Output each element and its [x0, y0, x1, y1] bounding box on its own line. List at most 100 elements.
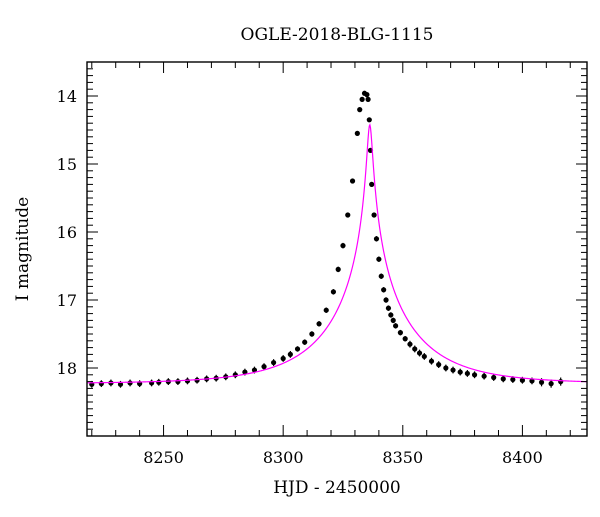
data-point: [407, 340, 413, 348]
data-marker: [443, 365, 449, 371]
data-marker: [510, 376, 516, 383]
data-point: [378, 273, 384, 279]
data-marker: [481, 373, 487, 379]
data-point: [369, 181, 375, 187]
data-point: [388, 312, 394, 318]
data-point: [481, 372, 487, 380]
data-point: [443, 364, 449, 372]
data-marker: [354, 130, 360, 136]
data-point: [402, 336, 408, 342]
y-axis: 14 15 16 17 18: [57, 61, 587, 437]
data-marker: [127, 380, 133, 386]
data-marker: [98, 381, 104, 387]
data-point: [345, 212, 351, 218]
y-tick-label: 18: [57, 359, 77, 378]
data-marker: [345, 212, 351, 218]
data-point: [371, 212, 377, 218]
data-point: [390, 317, 396, 324]
data-point: [548, 379, 554, 388]
data-point: [436, 361, 442, 368]
data-point: [316, 321, 322, 327]
x-tick-label: 8350: [382, 448, 423, 467]
data-marker: [491, 374, 497, 381]
data-point: [365, 96, 371, 102]
data-marker: [436, 362, 442, 368]
data-point: [500, 375, 506, 383]
data-marker: [156, 379, 162, 385]
data-point: [558, 377, 564, 386]
data-marker: [538, 379, 545, 385]
y-axis-label: I magnitude: [13, 197, 33, 301]
data-marker: [388, 312, 394, 318]
data-marker: [316, 321, 322, 327]
model-curve: [87, 122, 587, 384]
data-point: [309, 331, 315, 337]
data-point: [340, 242, 346, 249]
data-point: [373, 236, 380, 242]
data-marker: [364, 92, 370, 98]
data-point: [421, 353, 427, 360]
data-point: [137, 380, 143, 388]
data-point: [354, 130, 360, 136]
data-point: [294, 346, 301, 352]
data-marker: [251, 367, 258, 373]
data-marker: [323, 307, 329, 313]
data-marker: [416, 350, 423, 356]
data-marker: [464, 370, 470, 377]
data-marker: [242, 369, 248, 375]
data-point: [383, 297, 389, 303]
plot-area: [87, 90, 587, 388]
data-point: [148, 379, 155, 387]
data-point: [175, 378, 181, 385]
data-marker: [280, 355, 286, 362]
data-marker: [390, 317, 396, 323]
data-point: [397, 329, 403, 336]
data-marker: [309, 331, 315, 337]
data-marker: [373, 236, 380, 242]
data-point: [471, 371, 478, 379]
data-marker: [117, 381, 124, 387]
data-marker: [366, 117, 372, 123]
data-point: [330, 289, 337, 295]
data-marker: [450, 367, 456, 373]
data-point: [302, 339, 308, 345]
data-marker: [359, 96, 365, 102]
data-point: [412, 345, 418, 353]
data-point: [381, 287, 387, 293]
data-marker: [378, 273, 384, 279]
data-marker: [365, 96, 371, 102]
data-point: [335, 266, 341, 273]
data-marker: [402, 336, 408, 342]
data-marker: [371, 212, 377, 218]
data-marker: [519, 377, 526, 383]
data-marker: [500, 376, 506, 382]
data-point: [428, 357, 435, 365]
data-marker: [471, 372, 478, 378]
data-marker: [407, 341, 413, 347]
data-point: [464, 370, 470, 377]
data-point: [416, 349, 423, 357]
data-marker: [393, 323, 399, 329]
data-marker: [287, 351, 293, 357]
data-marker: [175, 379, 181, 385]
data-marker: [558, 379, 564, 385]
data-point: [450, 366, 456, 374]
data-point: [357, 107, 363, 113]
data-marker: [261, 364, 267, 370]
x-axis: 8250 8300 8350 8400: [91, 62, 571, 467]
data-marker: [397, 330, 403, 336]
data-marker: [302, 339, 308, 345]
data-marker: [421, 353, 427, 360]
data-point: [287, 351, 293, 358]
y-tick-label: 16: [57, 223, 77, 242]
data-marker: [376, 256, 382, 262]
data-marker: [357, 107, 363, 113]
data-marker: [428, 358, 435, 364]
data-point: [393, 323, 399, 329]
data-point: [376, 256, 382, 262]
data-point: [261, 363, 267, 371]
data-point: [323, 307, 329, 313]
x-tick-label: 8250: [143, 448, 184, 467]
